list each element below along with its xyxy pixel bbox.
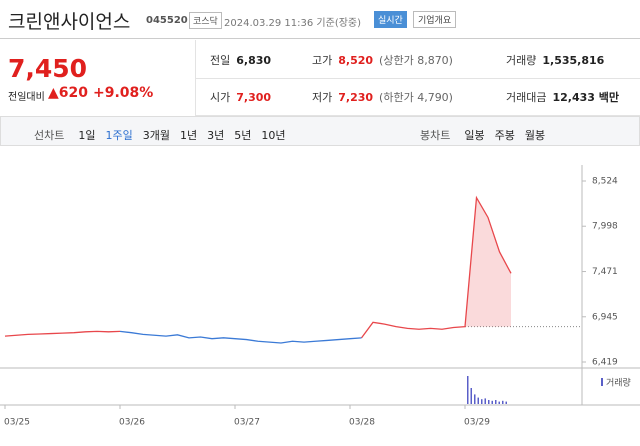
stat-label: 전일 [210, 54, 231, 67]
tab-label: 봉차트 [420, 129, 451, 142]
stat-cell: 고가 8,520 (상한가 8,870) [312, 52, 453, 68]
volume-bar [484, 398, 486, 404]
tab[interactable]: 10년 [261, 129, 286, 142]
volume-bar [474, 394, 476, 404]
tab[interactable]: 3년 [207, 129, 225, 142]
stat-value: 7,230 [338, 90, 374, 104]
price-line [4, 195, 512, 339]
y-tick-label: 7,998 [592, 222, 618, 232]
stat-cell: 거래대금 12,433 백만 [506, 89, 619, 105]
y-tick-label: 8,524 [592, 177, 618, 187]
stat-value: 12,433 백만 [552, 91, 620, 104]
col-line [195, 40, 196, 116]
current-price: 7,450 [8, 54, 88, 83]
x-tick-label: 03/26 [119, 418, 145, 428]
row-line [195, 115, 640, 116]
volume-bar [481, 399, 483, 404]
volume-bar [498, 401, 500, 404]
stat-note: (상한가 8,870) [379, 54, 453, 67]
y-tick-label: 6,419 [592, 358, 618, 368]
y-tick-label: 6,945 [592, 312, 618, 322]
tab[interactable]: 1일 [78, 129, 96, 142]
change: ▲620 [48, 85, 88, 101]
x-tick-label: 03/28 [349, 418, 375, 428]
stat-note: (하한가 4,790) [379, 91, 453, 104]
tab-label: 선차트 [34, 129, 65, 142]
tab[interactable]: 월봉 [524, 129, 546, 142]
volume-bar [488, 400, 490, 404]
stat-value: 8,520 [338, 53, 374, 67]
tab[interactable]: 5년 [234, 129, 252, 142]
tab[interactable]: 3개월 [142, 129, 170, 142]
stat-label: 거래량 [506, 54, 537, 67]
x-tick-label: 03/29 [464, 418, 490, 428]
volume-legend-swatch [601, 378, 603, 386]
volume-legend: 거래량 [606, 377, 631, 389]
overview-button[interactable]: 기업개요 [413, 11, 457, 28]
x-tick-label: 03/25 [4, 418, 30, 428]
code: 045520 [146, 15, 188, 26]
tab-bar [0, 116, 640, 146]
stat-label: 거래대금 [506, 91, 547, 104]
volume-bar [477, 397, 479, 404]
divider [0, 38, 640, 39]
stat-cell: 시가 7,300 [210, 89, 271, 105]
stat-cell: 저가 7,230 (하한가 4,790) [312, 89, 453, 105]
title: 크린앤사이언스 [8, 11, 131, 33]
change-label: 전일대비 [8, 92, 45, 103]
tab[interactable]: 1주일 [105, 129, 133, 142]
stat-label: 고가 [312, 54, 333, 67]
realtime-button[interactable]: 실시간 [374, 11, 407, 28]
tab[interactable]: 1년 [180, 129, 198, 142]
volume-bar [495, 400, 497, 404]
y-tick-label: 7,471 [592, 267, 618, 277]
stat-value: 7,300 [236, 90, 272, 104]
volume-bar [467, 376, 469, 404]
stat-cell: 거래량 1,535,816 [506, 52, 604, 68]
x-tick-label: 03/27 [234, 418, 260, 428]
tab[interactable]: 주봉 [494, 129, 515, 142]
area [465, 197, 511, 327]
stat-label: 저가 [312, 91, 333, 104]
market-badge: 코스닥 [189, 12, 222, 29]
volume-bar [502, 400, 504, 404]
stat-cell: 전일 6,830 [210, 52, 271, 68]
volume-bar [505, 401, 507, 404]
stat-value: 6,830 [236, 53, 272, 67]
change-rate: +9.08% [93, 85, 154, 101]
price-line [119, 330, 362, 344]
stat-value: 1,535,816 [542, 53, 605, 67]
row-line [195, 78, 640, 79]
volume-bar [491, 400, 493, 404]
stat-label: 시가 [210, 91, 231, 104]
volume-bar [470, 388, 472, 404]
tab[interactable]: 일봉 [464, 129, 485, 142]
timestamp: 2024.03.29 11:36 기준(장중) [224, 18, 362, 29]
